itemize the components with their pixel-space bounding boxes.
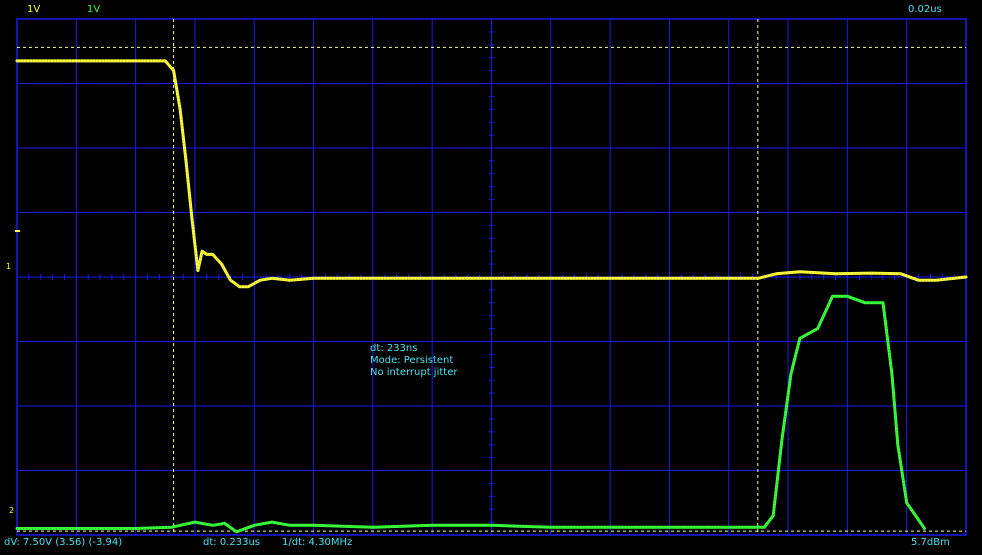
grid xyxy=(16,18,967,536)
ch1-scale-label: 1V xyxy=(27,4,41,15)
ch1-trace-texture xyxy=(17,60,967,288)
ch1-ref-marker: 1 xyxy=(6,262,12,271)
footer-dv: dV: 7.50V (3.56) (-3.94) xyxy=(4,537,123,548)
trigger-level-marker xyxy=(15,230,20,232)
traces xyxy=(15,59,968,534)
timebase-label: 0.02us xyxy=(908,4,942,15)
ch2-trace xyxy=(15,294,926,534)
info-panel: dt: 233ns Mode: Persistent No interrupt … xyxy=(370,343,457,379)
footer-dt: dt: 0.233us xyxy=(203,537,260,548)
footer-freq: 1/dt: 4.30MHz xyxy=(282,537,353,548)
ch2-ref-marker: 2 xyxy=(9,506,15,515)
footer-power: 5.7dBm xyxy=(911,537,950,548)
ch1-trace xyxy=(15,59,968,289)
info-dt: dt: 233ns xyxy=(370,343,418,354)
info-jitter: No interrupt jitter xyxy=(370,367,458,378)
info-mode: Mode: Persistent xyxy=(370,355,454,366)
ch2-scale-label: 1V xyxy=(87,4,101,15)
